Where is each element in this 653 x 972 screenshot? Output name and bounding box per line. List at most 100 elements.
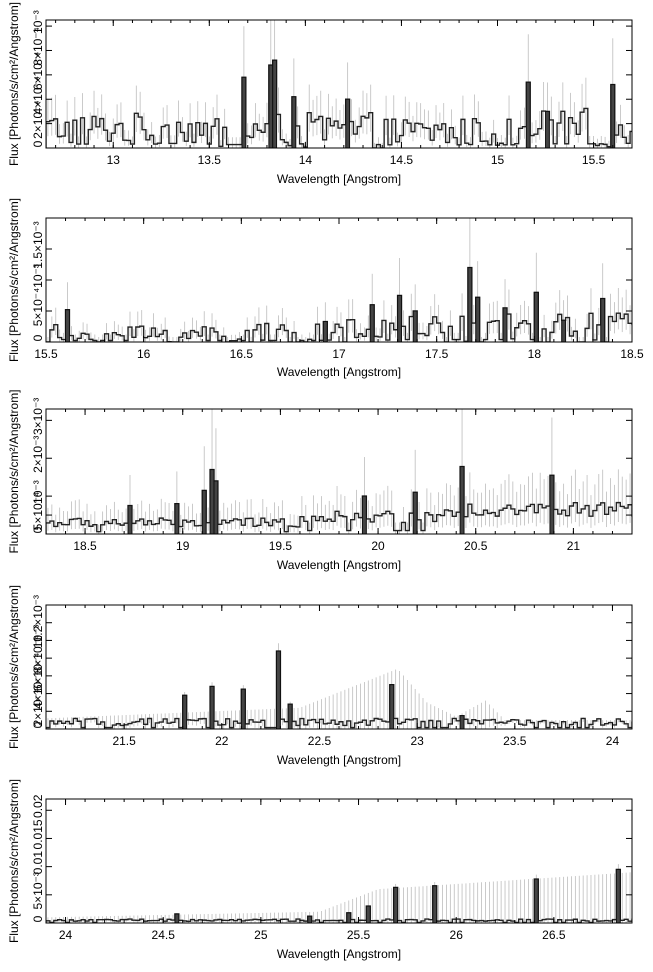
y-axis-label: Flux [Photons/s/cm²/Angstrom] <box>7 585 21 749</box>
x-tick-label: 24 <box>59 928 73 942</box>
chart-panel-1: 13 13.5 14 14.5 15 15.5 02×10⁻⁴4×10⁻⁴6×10⁻⁴8×1… <box>7 2 633 186</box>
x-tick-label: 15.5 <box>582 153 606 167</box>
plot-area <box>46 218 632 342</box>
y-tick-label: 6×10⁻⁴ <box>31 653 45 692</box>
plot-area <box>46 409 632 534</box>
x-tick-label: 16 <box>137 347 151 361</box>
x-tick-label: 26 <box>450 928 464 942</box>
x-axis-label: Wavelength [Angstrom] <box>277 365 401 379</box>
emission-line-bar <box>361 495 367 534</box>
x-tick-label: 23.5 <box>503 734 527 748</box>
y-axis-label: Flux [Photons/s/cm²/Angstrom] <box>7 779 21 943</box>
y-tick-label: 1.2×10⁻³ <box>31 595 45 642</box>
y-tick-label: 0.02 <box>31 794 45 818</box>
emission-line-bar <box>615 868 621 923</box>
x-tick-label: 25.5 <box>347 928 371 942</box>
x-tick-label: 18.5 <box>73 539 97 553</box>
emission-line-bar <box>432 885 438 923</box>
y-tick-label: 5×10⁻⁴ <box>31 492 45 531</box>
emission-line-bar <box>412 310 418 342</box>
emission-line-bar <box>209 685 215 729</box>
emission-line-bar <box>549 474 555 534</box>
x-tick-label: 19 <box>176 539 190 553</box>
emission-line-bar <box>600 298 606 342</box>
x-tick-label: 19.5 <box>269 539 293 553</box>
x-axis-label: Wavelength [Angstrom] <box>277 753 401 767</box>
emission-line-bar <box>241 76 247 148</box>
x-tick-label: 20.5 <box>464 539 488 553</box>
x-tick-label: 13 <box>107 153 121 167</box>
emission-line-bar <box>389 684 395 729</box>
spectrum-histogram <box>46 465 632 534</box>
y-tick-label: 5×10⁻³ <box>31 872 45 909</box>
y-tick-label: 0.01 <box>31 851 45 875</box>
emission-line-bar <box>209 469 215 534</box>
y-tick-label: 2×10⁻⁴ <box>31 688 45 727</box>
x-tick-label: 24.5 <box>152 928 176 942</box>
emission-line-bar <box>467 267 473 342</box>
y-axis-label: Flux [Photons/s/cm²/Angstrom] <box>7 389 21 553</box>
x-tick-label: 14.5 <box>390 153 414 167</box>
emission-line-bar <box>365 905 371 923</box>
x-tick-label: 23 <box>410 734 424 748</box>
chart-panel-2: 15.5 16 16.5 17 17.5 18 18.5 0 5×10⁻⁴10⁻³1.5×10⁻… <box>7 198 644 379</box>
emission-line-bar <box>275 650 281 729</box>
x-tick-label: 26.5 <box>542 928 566 942</box>
emission-line-bar <box>533 291 539 342</box>
y-tick-label: 10⁻³ <box>31 264 45 288</box>
x-tick-label: 15 <box>491 153 505 167</box>
y-tick-label: 0 <box>31 526 45 533</box>
x-tick-label: 17 <box>332 347 346 361</box>
plot-frame <box>45 604 633 730</box>
plot-area <box>46 20 632 148</box>
chart-panel-4: 21.5 22 22.5 23 23.5 24 02×10⁻⁴4×10⁻⁴6×10⁻⁴8×1… <box>7 585 633 767</box>
y-tick-label: 0 <box>31 915 45 922</box>
emission-line-bar <box>369 304 375 342</box>
emission-line-bar <box>345 98 351 148</box>
emission-line-bar <box>502 307 508 342</box>
x-tick-label: 17.5 <box>425 347 449 361</box>
x-tick-label: 14 <box>299 153 313 167</box>
emission-line-bar <box>287 703 293 729</box>
x-axis-label: Wavelength [Angstrom] <box>277 558 401 572</box>
emission-line-bar <box>545 110 550 148</box>
emission-line-bar <box>322 321 328 342</box>
spectrum-histogram <box>46 59 632 148</box>
y-tick-label: 2×10⁻³ <box>31 436 45 473</box>
emission-line-bar <box>65 309 70 342</box>
spectrum-histogram <box>46 650 632 729</box>
y-tick-label: 4×10⁻⁴ <box>31 670 45 709</box>
x-axis-label: Wavelength [Angstrom] <box>277 172 401 186</box>
x-tick-label: 22 <box>215 734 229 748</box>
plot-frame <box>45 19 633 149</box>
emission-line-bar <box>412 491 418 534</box>
y-tick-label: 4×10⁻⁴ <box>31 76 45 115</box>
emission-line-bar <box>307 915 313 923</box>
y-tick-label: 5×10⁻⁴ <box>31 288 45 327</box>
emission-line-bar <box>459 715 465 729</box>
emission-line-bar <box>291 96 297 148</box>
emission-line-bar <box>393 886 399 923</box>
y-tick-label: 8×10⁻⁴ <box>31 27 45 66</box>
y-tick-label: 3×10⁻³ <box>31 398 45 435</box>
x-tick-label: 21.5 <box>112 734 136 748</box>
y-tick-label: 0 <box>31 334 45 341</box>
y-tick-label: 0.015 <box>31 819 45 849</box>
y-tick-label: 10⁻³ <box>31 625 45 649</box>
emission-line-bar <box>240 688 246 729</box>
x-axis-label: Wavelength [Angstrom] <box>277 947 401 961</box>
chart-panel-3: 18.5 19 19.5 20 20.5 21 05×10⁻⁴10⁻³ 2×10⁻³3×10⁻… <box>7 389 633 572</box>
emission-line-bar <box>182 694 188 729</box>
x-tick-label: 20 <box>371 539 385 553</box>
emission-line-bar <box>213 480 219 534</box>
y-tick-label: 2×10⁻⁴ <box>31 100 45 139</box>
emission-line-bar <box>525 81 531 148</box>
emission-line-bar <box>268 64 274 148</box>
x-tick-label: 18 <box>528 347 542 361</box>
x-tick-label: 16.5 <box>230 347 254 361</box>
y-axis-label: Flux [Photons/s/cm²/Angstrom] <box>7 198 21 362</box>
emission-line-bar <box>272 59 278 148</box>
emission-line-bar <box>459 466 465 534</box>
